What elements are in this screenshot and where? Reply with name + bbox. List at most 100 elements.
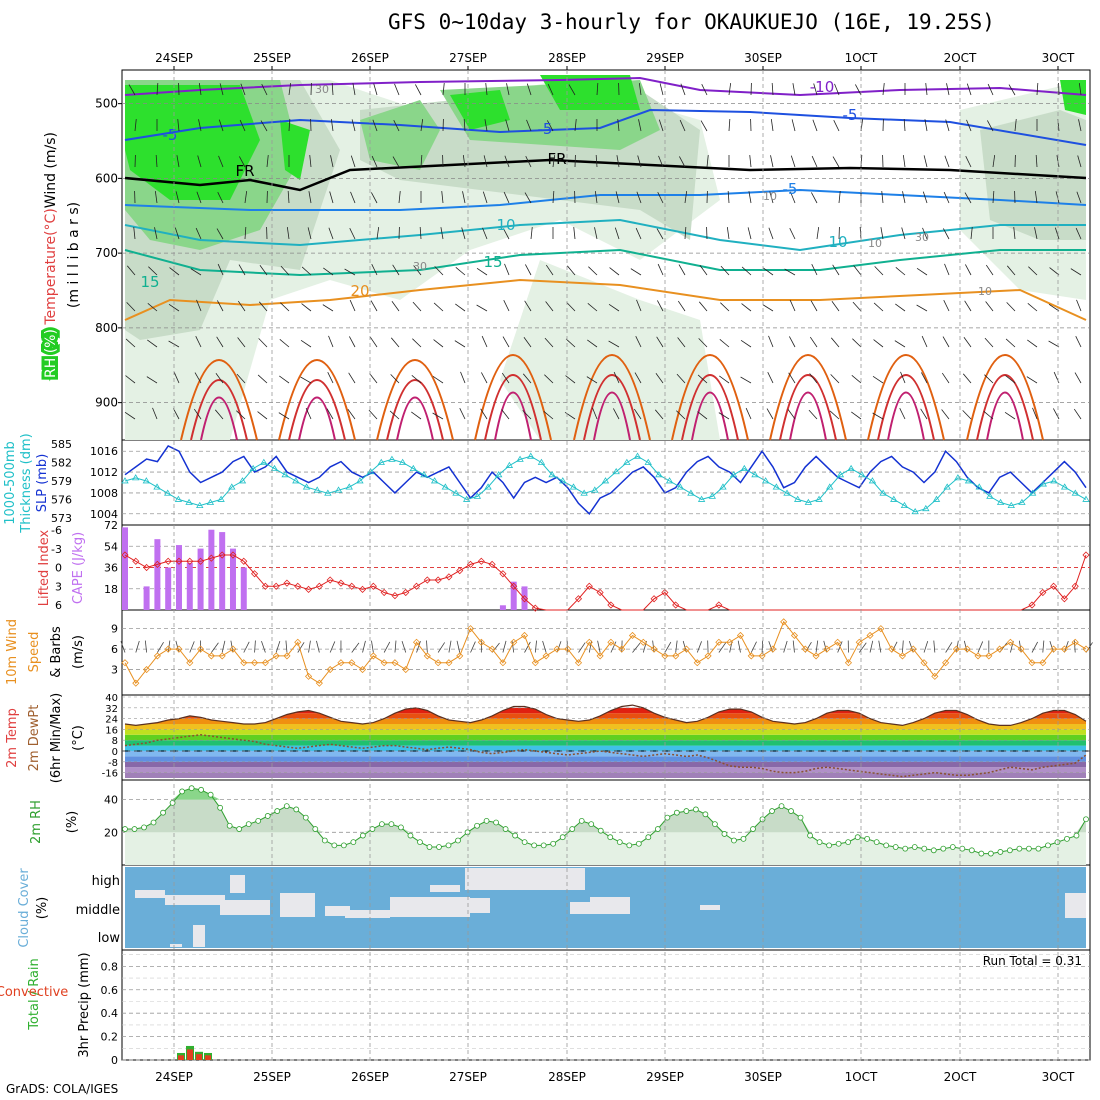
wind-barb <box>176 155 180 168</box>
wind-barb <box>809 373 818 384</box>
wind-speed-marker <box>985 652 993 660</box>
wind-barb <box>1028 266 1038 276</box>
wind-barb <box>415 84 422 96</box>
wind-barb-10m <box>534 640 537 653</box>
wind-barb <box>946 83 950 96</box>
wind-barb <box>615 191 620 204</box>
wind-barb <box>288 119 291 132</box>
li-marker <box>294 582 302 590</box>
wind-barb <box>970 227 973 240</box>
wind-speed-marker <box>812 652 820 660</box>
rh-marker <box>873 839 880 846</box>
thickness-marker <box>1028 489 1037 496</box>
wind-barb <box>419 227 422 240</box>
wind-barb-10m <box>383 641 391 653</box>
wind-barb <box>260 120 268 132</box>
wind-speed-marker <box>844 659 853 667</box>
cloud-patch <box>700 905 720 910</box>
wind-barb <box>1076 299 1082 312</box>
wind-barb-10m <box>923 640 929 653</box>
thickness-series-line <box>124 455 1087 513</box>
li-marker <box>402 588 410 597</box>
temp-tick-label: 24 <box>105 715 118 726</box>
wind-speed-marker <box>121 659 129 667</box>
wind-barb <box>678 264 686 276</box>
slp-tick-label: 1012 <box>90 466 118 479</box>
li-tick-label: 0 <box>55 562 62 575</box>
thickness-marker <box>836 471 845 478</box>
wind-barb-10m <box>815 640 819 653</box>
warm-temp-contour <box>966 354 1044 441</box>
wind-barb <box>390 337 400 348</box>
wind-barb <box>134 119 137 132</box>
rh-marker <box>959 845 966 852</box>
cloud-patch <box>165 895 225 905</box>
wind-barb <box>525 156 532 168</box>
wind-barb <box>195 336 202 348</box>
wind-speed-marker <box>790 631 799 640</box>
wind-barb <box>829 410 840 420</box>
wind-barb <box>964 192 972 204</box>
wind-barb <box>700 120 708 132</box>
wind-barb-10m <box>261 641 266 653</box>
wind-barb <box>462 155 466 168</box>
wind-barb <box>1005 338 1016 348</box>
thickness-marker <box>324 489 332 496</box>
cloud-patch <box>220 900 270 915</box>
wind-barb <box>279 375 290 384</box>
wind-barb <box>125 375 136 384</box>
wind-speed-marker <box>197 645 205 653</box>
wind-barb <box>658 155 664 168</box>
wind-barb <box>147 302 158 312</box>
wind-barb <box>322 304 334 312</box>
thickness-marker <box>922 504 930 512</box>
wind-barb <box>895 266 906 276</box>
wind-barb-10m <box>878 640 882 653</box>
wind-barb-10m <box>175 640 180 653</box>
wind-barb <box>684 191 688 204</box>
wind-barb <box>1075 227 1082 240</box>
rh-shading-region <box>540 75 640 110</box>
wind-barb <box>349 336 356 348</box>
wind-barb <box>701 84 708 96</box>
wind-speed-marker <box>726 638 734 646</box>
li-marker <box>251 570 259 578</box>
wind-barb <box>941 409 950 420</box>
wind-barb <box>1027 302 1038 312</box>
wind-speed-marker <box>1039 659 1047 667</box>
thickness-marker <box>345 483 353 490</box>
wind-barb <box>966 83 972 96</box>
wind-barb <box>525 264 532 276</box>
wind-barb <box>966 119 972 132</box>
wind-barb <box>728 83 732 96</box>
wind-speed-marker <box>175 645 183 653</box>
contour-label: 10 <box>763 190 777 203</box>
li-marker <box>574 595 583 603</box>
wind-barb <box>440 227 444 240</box>
wind-speed-marker <box>391 659 399 667</box>
thickness-marker <box>559 477 567 484</box>
wind-barb <box>882 83 885 96</box>
slp-axis-label: SLP (mb) <box>35 454 50 513</box>
thickness-marker <box>815 495 823 502</box>
wind-barb <box>770 155 774 168</box>
wind-speed-marker <box>510 638 518 646</box>
li-tick-label: -3 <box>51 543 62 556</box>
wind-barb <box>484 119 488 132</box>
wind-speed-marker <box>942 659 950 667</box>
wind-barb <box>916 267 928 276</box>
wind-barb-10m <box>963 640 968 653</box>
thickness-marker <box>473 492 482 499</box>
li-marker <box>164 557 172 565</box>
thickness-marker <box>783 489 791 496</box>
wind-barb <box>808 409 818 420</box>
wind-barb <box>476 267 488 276</box>
precip-convective-bar <box>178 1055 184 1060</box>
wind-barb <box>880 227 884 240</box>
rh-marker <box>949 844 956 850</box>
wind-barb <box>237 300 246 312</box>
wind-barb <box>432 412 444 420</box>
wind-barb <box>309 155 312 168</box>
rh-marker <box>940 845 947 852</box>
wind-barb <box>547 83 554 96</box>
